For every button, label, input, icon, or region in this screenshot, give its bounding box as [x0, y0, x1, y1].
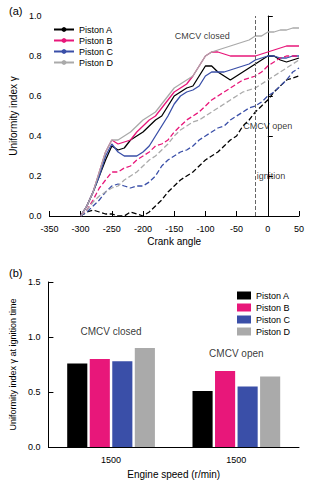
svg-text:1.5: 1.5 — [28, 277, 41, 287]
svg-text:Piston C: Piston C — [79, 47, 114, 57]
svg-text:(a): (a) — [9, 5, 22, 17]
svg-text:0.0: 0.0 — [29, 211, 42, 221]
svg-text:ignition: ignition — [257, 171, 286, 181]
svg-text:Crank angle: Crank angle — [147, 236, 201, 247]
svg-text:-150: -150 — [165, 224, 183, 234]
svg-text:1.0: 1.0 — [28, 332, 41, 342]
svg-text:CMCV open: CMCV open — [243, 121, 292, 131]
svg-text:Piston C: Piston C — [256, 315, 291, 325]
svg-text:0.0: 0.0 — [28, 442, 41, 452]
svg-text:0.5: 0.5 — [28, 387, 41, 397]
svg-text:0.6: 0.6 — [29, 91, 42, 101]
svg-text:CMCV open: CMCV open — [209, 348, 263, 359]
svg-text:0.8: 0.8 — [29, 51, 42, 61]
svg-text:-100: -100 — [196, 224, 214, 234]
svg-text:Uniformity index γ at ignition: Uniformity index γ at ignition time — [8, 298, 18, 430]
svg-text:1500: 1500 — [101, 455, 121, 465]
svg-text:1500: 1500 — [226, 455, 246, 465]
svg-text:Engine speed (r/min): Engine speed (r/min) — [127, 469, 220, 480]
svg-text:-350: -350 — [40, 224, 58, 234]
svg-text:CMCV closed: CMCV closed — [80, 326, 141, 337]
svg-text:-300: -300 — [72, 224, 90, 234]
svg-text:-50: -50 — [230, 224, 243, 234]
svg-text:0.2: 0.2 — [29, 171, 42, 181]
svg-text:(b): (b) — [9, 267, 22, 279]
svg-text:0: 0 — [265, 224, 270, 234]
svg-text:Uniformity index γ: Uniformity index γ — [8, 76, 19, 155]
svg-text:Piston A: Piston A — [79, 25, 112, 35]
svg-text:-200: -200 — [134, 224, 152, 234]
svg-text:Piston A: Piston A — [256, 291, 289, 301]
svg-text:Piston D: Piston D — [79, 58, 114, 68]
svg-text:-250: -250 — [103, 224, 121, 234]
svg-text:1.0: 1.0 — [29, 11, 42, 21]
svg-text:0.4: 0.4 — [29, 131, 42, 141]
svg-text:CMCV closed: CMCV closed — [175, 31, 230, 41]
svg-text:50: 50 — [294, 224, 304, 234]
svg-text:Piston D: Piston D — [256, 327, 291, 337]
svg-text:Piston B: Piston B — [256, 303, 290, 313]
svg-text:Piston B: Piston B — [79, 36, 113, 46]
